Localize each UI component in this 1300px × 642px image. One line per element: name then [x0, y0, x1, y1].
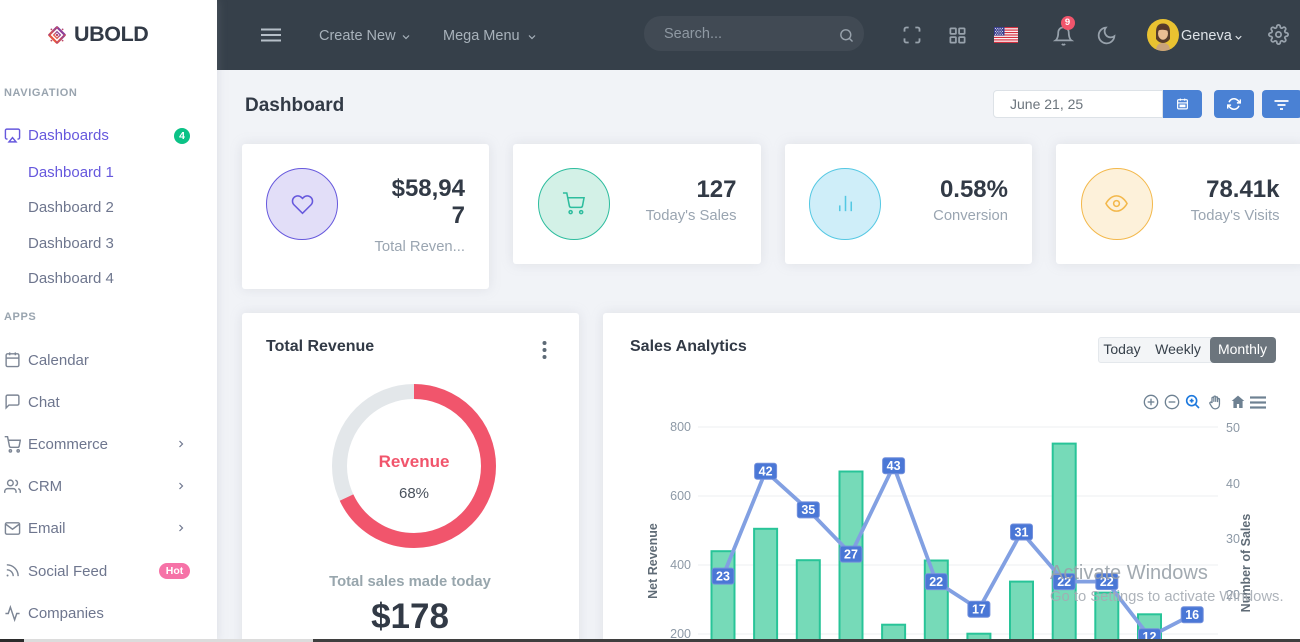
svg-text:42: 42	[759, 465, 773, 479]
svg-text:23: 23	[716, 569, 730, 583]
svg-text:17: 17	[972, 603, 986, 617]
svg-text:31: 31	[1015, 525, 1029, 539]
svg-text:22: 22	[929, 575, 943, 589]
svg-text:Number of Sales: Number of Sales	[1239, 514, 1253, 613]
svg-text:43: 43	[887, 459, 901, 473]
svg-text:22: 22	[1057, 575, 1071, 589]
svg-text:12: 12	[1143, 630, 1157, 642]
svg-text:22: 22	[1100, 575, 1114, 589]
svg-text:35: 35	[801, 503, 815, 517]
svg-text:27: 27	[844, 547, 858, 561]
svg-text:16: 16	[1185, 608, 1199, 622]
